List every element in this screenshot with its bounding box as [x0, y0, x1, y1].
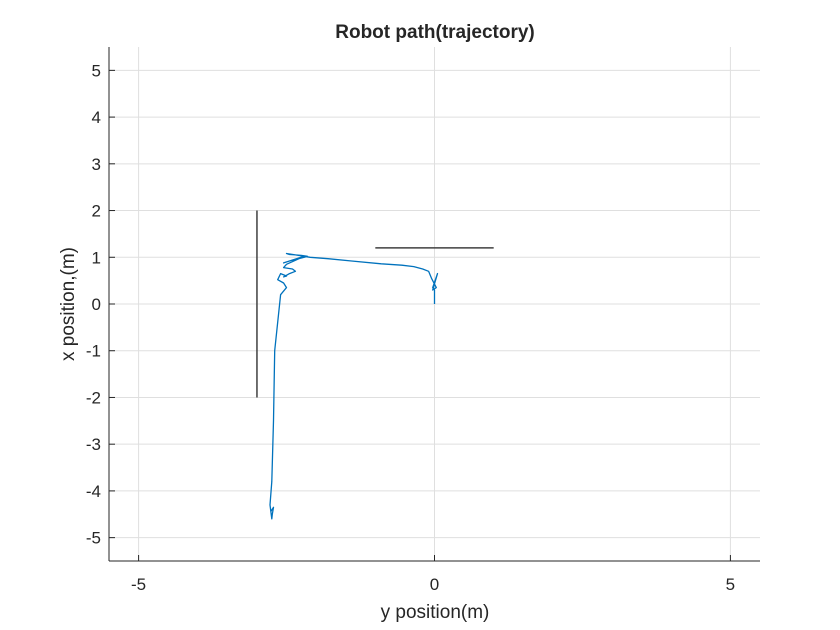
trajectory-line — [269, 252, 439, 520]
chart-title: Robot path(trajectory) — [335, 22, 535, 43]
y-tick-label: 4 — [92, 108, 101, 127]
x-ticks: -5 0 5 — [131, 555, 735, 594]
x-axis-label: y position(m) — [381, 602, 490, 623]
y-axis-label: x position,(m) — [58, 247, 79, 361]
x-tick-label: -5 — [131, 575, 146, 594]
grid — [109, 47, 760, 561]
y-tick-label: 1 — [92, 248, 101, 267]
y-tick-label: -3 — [86, 435, 101, 454]
y-tick-label: -2 — [86, 388, 101, 407]
x-tick-label: 0 — [430, 575, 439, 594]
y-tick-label: -4 — [86, 482, 101, 501]
robot-path — [269, 252, 439, 520]
y-tick-label: -5 — [86, 529, 101, 548]
obstacles — [256, 210, 494, 398]
y-tick-label: 0 — [92, 295, 101, 314]
x-tick-label: 5 — [726, 575, 735, 594]
y-tick-label: -1 — [86, 342, 101, 361]
y-tick-label: 2 — [92, 202, 101, 221]
y-tick-label: 3 — [92, 155, 101, 174]
y-ticks: 5 4 3 2 1 0 -1 -2 -3 -4 -5 — [86, 61, 115, 548]
y-tick-label: 5 — [92, 61, 101, 80]
